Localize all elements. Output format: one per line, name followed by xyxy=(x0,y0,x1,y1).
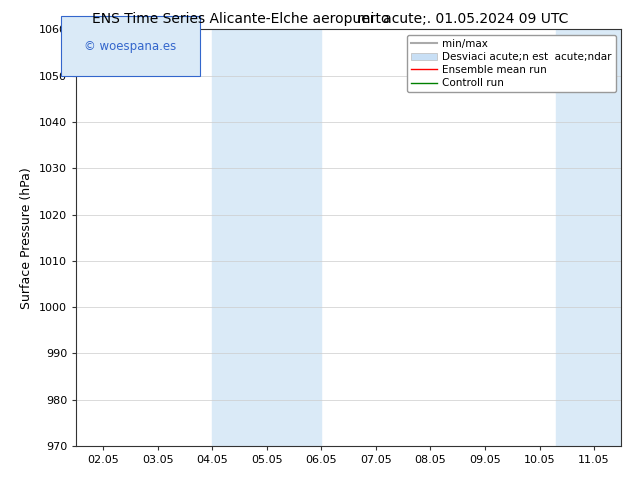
Bar xyxy=(556,29,621,446)
Text: ENS Time Series Alicante-Elche aeropuerto: ENS Time Series Alicante-Elche aeropuert… xyxy=(92,12,390,26)
Y-axis label: Surface Pressure (hPa): Surface Pressure (hPa) xyxy=(20,167,34,309)
Legend: min/max, Desviaci acute;n est  acute;ndar, Ensemble mean run, Controll run: min/max, Desviaci acute;n est acute;ndar… xyxy=(407,35,616,92)
Text: © woespana.es: © woespana.es xyxy=(84,40,176,53)
Bar xyxy=(212,29,321,446)
Text: mi  acute;. 01.05.2024 09 UTC: mi acute;. 01.05.2024 09 UTC xyxy=(357,12,569,26)
